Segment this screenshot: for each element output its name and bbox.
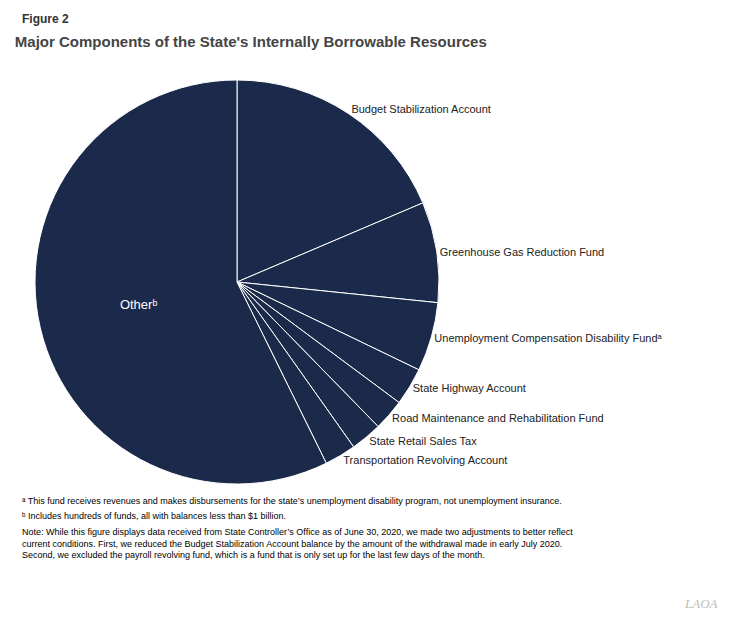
- svg-text:State Retail Sales Tax: State Retail Sales Tax: [369, 435, 477, 447]
- svg-text:Road Maintenance and Rehabilit: Road Maintenance and Rehabilitation Fund: [392, 412, 604, 424]
- svg-text:LAOA: LAOA: [684, 596, 718, 611]
- svg-text:Otherᵇ: Otherᵇ: [120, 297, 158, 312]
- svg-text:Unemployment Compensation Disa: Unemployment Compensation Disability Fun…: [434, 332, 662, 344]
- svg-text:Figure 2: Figure 2: [22, 12, 69, 26]
- svg-text:State Highway Account: State Highway Account: [413, 382, 526, 394]
- svg-text:Budget Stabilization Account: Budget Stabilization Account: [351, 103, 490, 115]
- svg-text:ᵇ Includes hundreds of funds,: ᵇ Includes hundreds of funds, all with b…: [22, 511, 286, 521]
- svg-text:Transportation Revolving Accou: Transportation Revolving Account: [343, 454, 507, 466]
- svg-text:Note: While this figure displa: Note: While this figure displays data re…: [22, 527, 573, 560]
- svg-text:Greenhouse Gas Reduction Fund: Greenhouse Gas Reduction Fund: [440, 246, 605, 258]
- svg-text:ᵃ This fund receives revenues: ᵃ This fund receives revenues and makes …: [22, 496, 562, 506]
- svg-text:Major Components of the State': Major Components of the State's Internal…: [15, 33, 487, 50]
